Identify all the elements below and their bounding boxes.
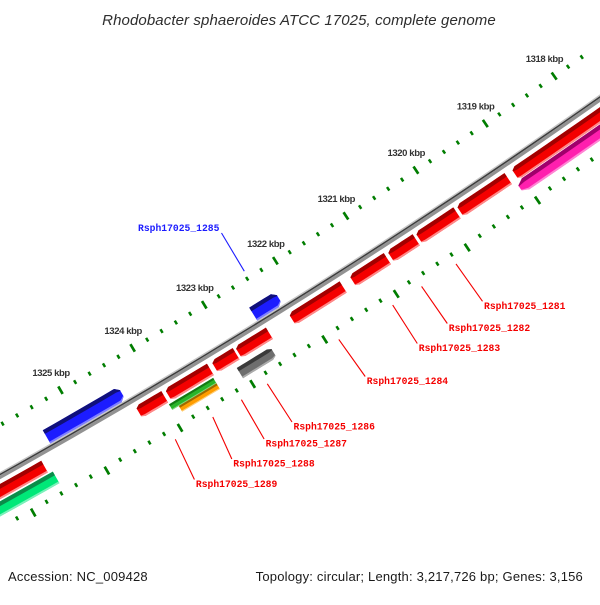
svg-text:Rsph17025_1287: Rsph17025_1287 <box>266 439 348 450</box>
svg-text:1321 kbp: 1321 kbp <box>318 194 356 205</box>
svg-text:Rsph17025_1289: Rsph17025_1289 <box>196 479 278 490</box>
svg-text:Rhodobacter sphaeroides ATCC 1: Rhodobacter sphaeroides ATCC 17025, comp… <box>102 12 496 29</box>
svg-text:Rsph17025_1286: Rsph17025_1286 <box>294 422 376 433</box>
svg-text:Rsph17025_1284: Rsph17025_1284 <box>367 376 449 387</box>
svg-text:1323 kbp: 1323 kbp <box>176 283 214 294</box>
svg-text:1320 kbp: 1320 kbp <box>388 148 426 159</box>
svg-text:1325 kbp: 1325 kbp <box>32 368 70 379</box>
svg-text:Rsph17025_1281: Rsph17025_1281 <box>484 301 566 312</box>
svg-text:1324 kbp: 1324 kbp <box>104 326 142 337</box>
svg-text:1319 kbp: 1319 kbp <box>457 102 495 113</box>
svg-text:Rsph17025_1283: Rsph17025_1283 <box>419 343 501 354</box>
svg-text:Rsph17025_1285: Rsph17025_1285 <box>138 223 220 234</box>
svg-text:Rsph17025_1288: Rsph17025_1288 <box>233 459 315 470</box>
svg-text:1318 kbp: 1318 kbp <box>526 54 564 65</box>
svg-text:Topology: circular; Length: 3,: Topology: circular; Length: 3,217,726 bp… <box>256 569 583 584</box>
svg-text:Rsph17025_1282: Rsph17025_1282 <box>449 323 531 334</box>
svg-text:Accession: NC_009428: Accession: NC_009428 <box>8 569 148 584</box>
svg-text:1322 kbp: 1322 kbp <box>247 239 285 250</box>
